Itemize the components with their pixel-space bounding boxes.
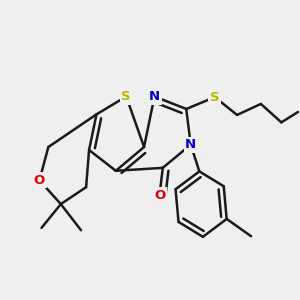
Text: S: S — [210, 91, 220, 103]
Text: O: O — [34, 174, 45, 187]
Text: O: O — [154, 189, 165, 202]
Text: N: N — [185, 138, 196, 151]
Text: S: S — [122, 90, 131, 103]
Text: N: N — [149, 90, 160, 103]
